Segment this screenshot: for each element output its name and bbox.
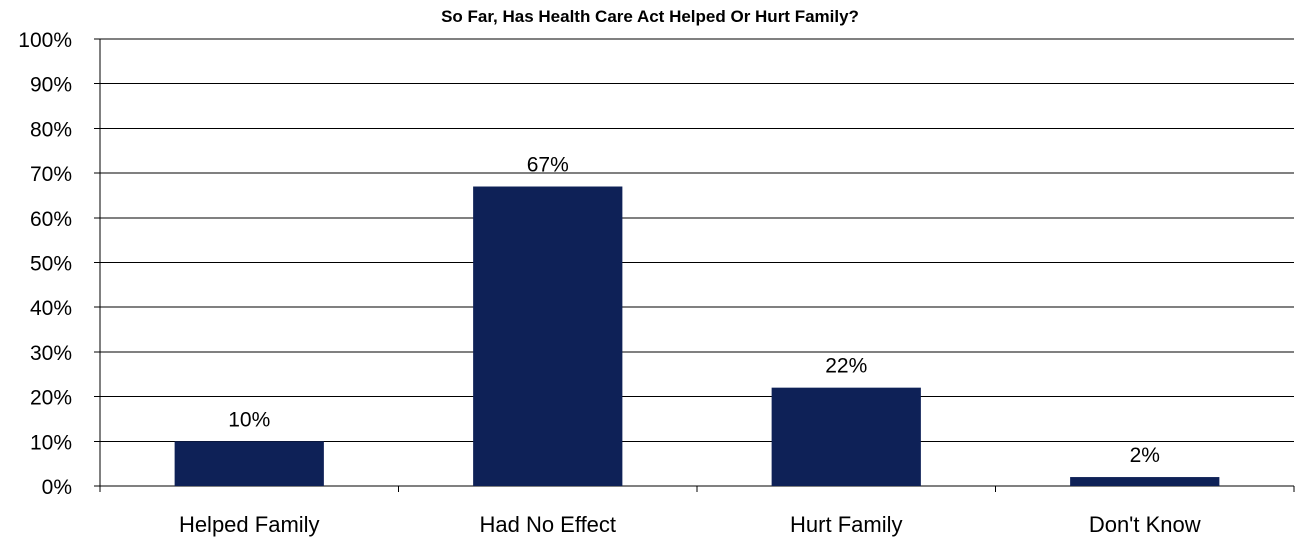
y-tick-label: 0% xyxy=(42,476,72,499)
y-tick-label: 80% xyxy=(30,118,72,141)
bars xyxy=(174,186,1220,486)
bar xyxy=(473,186,623,486)
x-category-label: Helped Family xyxy=(179,512,320,537)
y-tick-label: 70% xyxy=(30,163,72,186)
bar xyxy=(174,441,324,486)
y-tick-label: 20% xyxy=(30,387,72,410)
data-label: 10% xyxy=(228,408,270,431)
y-tick-label: 90% xyxy=(30,74,72,97)
y-tick-label: 40% xyxy=(30,297,72,320)
data-label: 67% xyxy=(527,154,569,177)
y-tick-label: 60% xyxy=(30,208,72,231)
y-tick-label: 30% xyxy=(30,342,72,365)
x-category-label: Don't Know xyxy=(1089,512,1201,537)
chart-title: So Far, Has Health Care Act Helped Or Hu… xyxy=(441,7,859,26)
data-label: 2% xyxy=(1130,444,1160,467)
x-axis-category-labels: Helped Family Had No Effect Hurt Family Don… xyxy=(179,512,1201,537)
data-labels: 10% 67% 22% 2% xyxy=(228,154,1160,468)
axes xyxy=(99,39,1295,492)
y-tick-label: 10% xyxy=(30,431,72,454)
x-category-label: Had No Effect xyxy=(479,512,616,537)
gridlines xyxy=(94,38,1294,487)
data-label: 22% xyxy=(825,355,867,378)
x-category-label: Hurt Family xyxy=(790,512,902,537)
y-tick-label: 50% xyxy=(30,253,72,276)
bar xyxy=(771,387,921,486)
y-axis-tick-labels: 0% 10% 20% 30% 40% 50% 60% 70% 80% 90% 100% xyxy=(18,29,72,499)
y-tick-label: 100% xyxy=(18,29,72,52)
bar xyxy=(1070,477,1220,486)
